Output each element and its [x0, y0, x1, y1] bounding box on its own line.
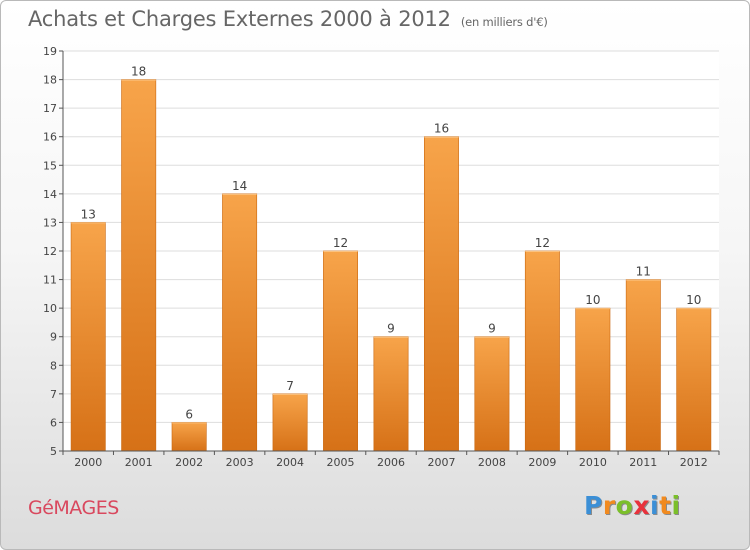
x-tick-label: 2004 — [276, 456, 304, 469]
data-label: 10 — [585, 293, 600, 307]
chart-title: Achats et Charges Externes 2000 à 2012 (e… — [28, 7, 548, 31]
y-tick-label: 7 — [50, 388, 57, 401]
data-label: 13 — [81, 207, 96, 221]
logo-letter: o — [615, 491, 634, 520]
bar-2003 — [222, 193, 258, 452]
y-tick-label: 6 — [50, 416, 57, 429]
x-tick-label: 2007 — [427, 456, 455, 469]
bar-2005 — [323, 250, 358, 452]
y-tick-label: 8 — [50, 359, 57, 372]
y-tick-label: 13 — [43, 216, 57, 229]
data-label: 11 — [636, 265, 651, 279]
bar-2012 — [676, 307, 712, 452]
bar-2009 — [524, 250, 560, 452]
x-tick-label: 2005 — [327, 456, 355, 469]
bar-2008 — [474, 336, 510, 452]
proxiti-logo: Proxiti — [584, 491, 681, 520]
bar-2004 — [272, 393, 308, 452]
y-tick-label: 11 — [43, 274, 57, 287]
bar-2006 — [373, 336, 409, 452]
y-tick-label: 12 — [43, 245, 57, 258]
x-tick-label: 2009 — [528, 456, 556, 469]
title-text: Achats et Charges Externes 2000 à 2012 — [28, 7, 451, 31]
logo-letter: P — [584, 491, 603, 520]
y-tick-label: 9 — [50, 331, 57, 344]
x-tick-label: 2000 — [74, 456, 102, 469]
y-axis: 5 6 7 8 9 10 11 12 13 14 15 16 17 18 19 — [43, 45, 64, 458]
y-tick-label: 10 — [43, 302, 57, 315]
bar-2001 — [121, 79, 157, 452]
y-tick-label: 19 — [43, 45, 57, 58]
logo-letter: r — [602, 491, 616, 520]
x-tick-label: 2012 — [680, 456, 708, 469]
place-name: GéMAGES — [28, 497, 119, 519]
x-tick-label: 2006 — [377, 456, 405, 469]
y-tick-label: 17 — [43, 102, 57, 115]
data-label: 12 — [535, 236, 550, 250]
x-axis: 2000 2001 2002 2003 2004 2005 2006 2007 2008 2009… — [62, 450, 720, 469]
logo-letter: x — [633, 491, 650, 520]
data-label: 16 — [434, 122, 449, 136]
x-tick-label: 2008 — [478, 456, 506, 469]
x-tick-label: 2001 — [125, 456, 153, 469]
data-label: 10 — [686, 293, 701, 307]
data-label: 18 — [131, 65, 146, 79]
y-tick-label: 5 — [50, 445, 57, 458]
y-tick-label: 16 — [43, 131, 57, 144]
bar-2002 — [171, 422, 207, 452]
bar-2007 — [424, 136, 459, 452]
logo-letter: t — [659, 491, 672, 520]
logo-letter: i — [650, 491, 660, 520]
data-label: 7 — [286, 379, 294, 393]
bars: 13 18 6 14 7 12 9 16 9 12 10 11 10 — [70, 65, 712, 452]
chart-subtitle: (en milliers d'€) — [460, 15, 548, 29]
x-tick-label: 2002 — [175, 456, 203, 469]
y-tick-label: 18 — [43, 74, 57, 87]
bar-2010 — [575, 307, 611, 452]
data-label: 12 — [333, 236, 348, 250]
data-label: 14 — [232, 179, 247, 193]
logo-letter: i — [671, 491, 681, 520]
x-tick-label: 2010 — [579, 456, 607, 469]
data-label: 9 — [387, 322, 395, 336]
y-tick-label: 15 — [43, 159, 57, 172]
bar-2011 — [625, 279, 661, 452]
data-label: 9 — [488, 322, 496, 336]
bar-2000 — [70, 222, 106, 452]
y-tick-label: 14 — [43, 188, 57, 201]
x-tick-label: 2003 — [226, 456, 254, 469]
x-tick-label: 2011 — [629, 456, 657, 469]
data-label: 6 — [185, 407, 193, 421]
